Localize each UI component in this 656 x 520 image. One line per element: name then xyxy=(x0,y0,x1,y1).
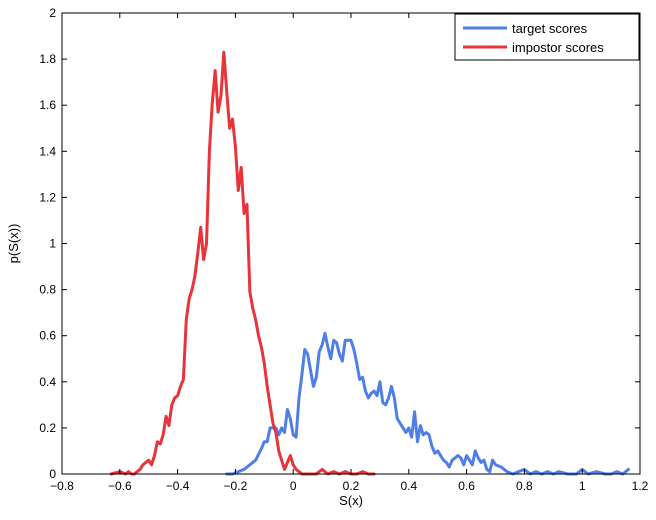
y-tick-label: 1.8 xyxy=(39,52,56,66)
x-tick-label: 0.4 xyxy=(400,479,417,493)
x-tick-label: 1 xyxy=(579,479,586,493)
legend-box xyxy=(454,13,640,61)
x-tick-label: −0.8 xyxy=(50,479,74,493)
x-tick-label: 1.2 xyxy=(632,479,649,493)
x-axis-ticks: −0.8 −0.6 −0.4 −0.2 0 0.2 0.4 0.6 0.8 1 1.2 xyxy=(50,13,649,493)
x-tick-label: 0 xyxy=(290,479,297,493)
y-tick-label: 0.2 xyxy=(39,421,56,435)
series-layer xyxy=(109,50,630,476)
y-tick-label: 1.4 xyxy=(39,144,56,158)
series-line-target xyxy=(225,331,630,476)
x-axis-label: S(x) xyxy=(339,493,363,508)
y-tick-label: 0.4 xyxy=(39,375,56,389)
y-tick-label: 1 xyxy=(49,237,56,251)
x-tick-label: 0.6 xyxy=(458,479,475,493)
x-tick-label: −0.6 xyxy=(108,479,132,493)
x-tick-label: 0.8 xyxy=(516,479,533,493)
y-axis-label: p(S(x)) xyxy=(6,224,21,264)
x-tick-label: 0.2 xyxy=(343,479,360,493)
legend-label: target scores xyxy=(512,21,588,36)
series-line-impostor xyxy=(109,50,376,476)
y-axis-ticks: 0 0.2 0.4 0.6 0.8 1 1.2 1.4 1.6 1.8 2 xyxy=(39,6,640,481)
y-tick-label: 0.8 xyxy=(39,283,56,297)
legend: target scores impostor scores xyxy=(454,13,640,61)
plot-frame xyxy=(61,12,641,475)
legend-label: impostor scores xyxy=(512,40,604,55)
y-tick-label: 2 xyxy=(49,6,56,20)
y-tick-label: 1.2 xyxy=(39,190,56,204)
y-tick-label: 0 xyxy=(49,467,56,481)
x-tick-label: −0.4 xyxy=(166,479,190,493)
x-tick-label: −0.2 xyxy=(224,479,248,493)
y-tick-label: 0.6 xyxy=(39,329,56,343)
legend-items: target scores impostor scores xyxy=(463,21,604,55)
y-tick-label: 1.6 xyxy=(39,98,56,112)
